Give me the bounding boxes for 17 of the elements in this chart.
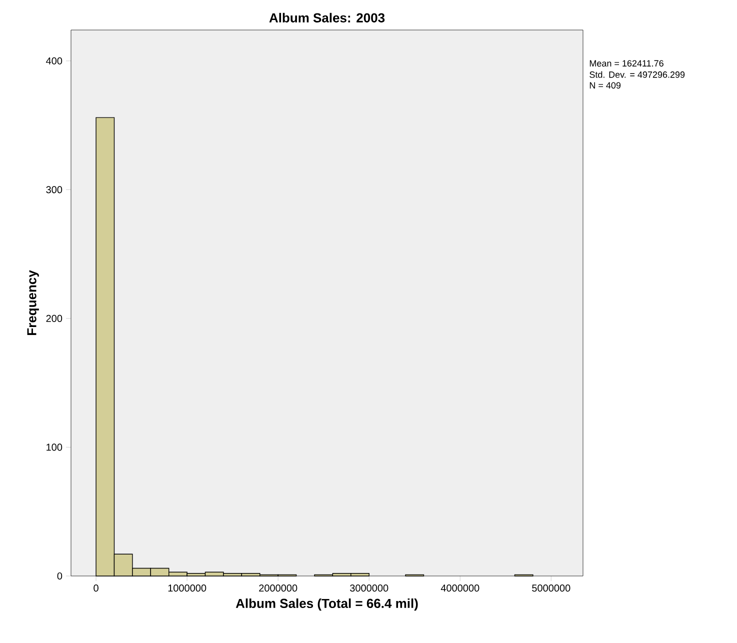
y-axis-title: Frequency xyxy=(27,270,39,335)
x-tick-label: 1000000 xyxy=(168,584,206,592)
y-tick-label: 300 xyxy=(46,186,62,194)
x-tick-label: 3000000 xyxy=(350,584,388,592)
text: N = 409 xyxy=(590,82,621,89)
x-tick-label: 0 xyxy=(94,584,98,592)
x-tick-label: 5000000 xyxy=(532,584,570,592)
chart-title: Album Sales: 2003 xyxy=(269,12,385,22)
y-tick-label: 100 xyxy=(46,444,62,451)
text: Std. Dev. = 497296.299 xyxy=(590,71,685,78)
x-tick-label: 2000000 xyxy=(259,584,298,592)
y-tick-label: 400 xyxy=(46,57,62,64)
x-tick-label: 4000000 xyxy=(440,584,480,592)
x-axis-title: Album Sales (Total = 66.4 mil) xyxy=(236,598,418,611)
y-tick-label: 200 xyxy=(46,314,62,322)
y-tick-label: 0 xyxy=(57,572,62,580)
text: Mean = 162411.76 xyxy=(590,60,664,67)
